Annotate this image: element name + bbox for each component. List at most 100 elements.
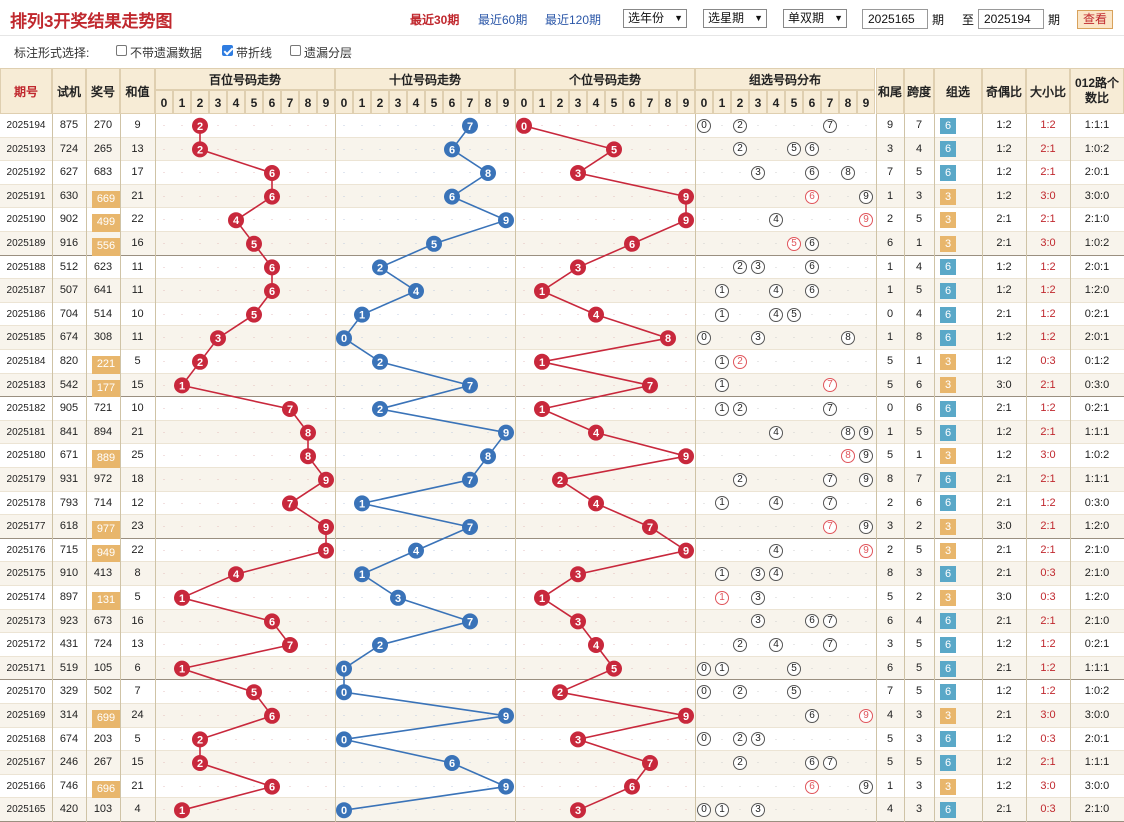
type-badge: 6: [940, 802, 956, 819]
tens-omission-cell: ·: [396, 120, 400, 130]
tens-omission-cell: ·: [504, 238, 508, 248]
tens-omission-cell: ·: [342, 521, 346, 532]
tail-header: 和尾: [876, 68, 904, 114]
group-number-ball: 4: [769, 543, 783, 558]
period-60-link[interactable]: 最近60期: [478, 13, 528, 27]
tens-omission-cell: ·: [468, 639, 472, 650]
hundreds-omission-cell: ·: [306, 733, 310, 744]
polyline-checkbox[interactable]: [222, 45, 233, 56]
tens-omission-cell: ·: [450, 592, 454, 602]
tens-omission-cell: ·: [432, 497, 436, 508]
tens-digit-header: 3: [389, 90, 407, 114]
hundreds-omission-cell: ·: [162, 662, 166, 673]
hundreds-omission-cell: ·: [216, 544, 220, 555]
bigsmall-cell: 1:2: [1040, 685, 1056, 698]
tens-omission-cell: ·: [396, 143, 400, 154]
tens-omission-cell: ·: [342, 379, 346, 390]
group-digit-header: 7: [821, 90, 839, 114]
units-omission-cell: ·: [594, 662, 598, 673]
omission-layer-checkbox[interactable]: [290, 45, 301, 56]
query-button[interactable]: 查看: [1077, 10, 1113, 29]
group-number-ball: 4: [769, 496, 783, 511]
tens-omission-cell: ·: [504, 592, 508, 602]
from-issue-input[interactable]: 2025165: [862, 9, 928, 29]
hundreds-omission-cell: ·: [234, 167, 238, 178]
group-number-ball: 1: [715, 307, 729, 322]
tens-omission-cell: ·: [432, 285, 436, 296]
units-omission-cell: ·: [684, 497, 688, 508]
tens-omission-cell: ·: [504, 639, 508, 650]
tens-omission-cell: ·: [450, 120, 454, 130]
group-omission-cell: ·: [792, 639, 796, 650]
hundreds-omission-cell: ·: [198, 285, 202, 296]
hundreds-omission-cell: ·: [324, 308, 328, 319]
tens-omission-cell: ·: [504, 285, 508, 296]
group-omission-cell: ·: [756, 450, 760, 461]
group-omission-cell: ·: [738, 615, 742, 626]
units-omission-cell: ·: [558, 214, 562, 225]
group-number-ball: 3: [751, 732, 765, 747]
issue-cell: 2025187: [6, 285, 46, 297]
group-omission-cell: ·: [738, 710, 742, 720]
group-omission-cell: ·: [810, 497, 814, 508]
route-cell: 1:2:0: [1084, 591, 1110, 603]
type-badge: 6: [940, 424, 956, 441]
hundreds-omission-cell: ·: [288, 662, 292, 673]
tens-omission-cell: ·: [396, 521, 400, 532]
group-omission-cell: ·: [720, 639, 724, 650]
hundreds-omission-cell: ·: [162, 426, 166, 437]
hundreds-omission-cell: ·: [252, 143, 256, 154]
parity-select[interactable]: 单双期: [783, 9, 847, 28]
tens-omission-cell: ·: [378, 592, 382, 602]
group-omission-cell: ·: [864, 143, 868, 154]
units-omission-cell: ·: [576, 710, 580, 720]
tens-omission-cell: ·: [486, 403, 490, 414]
year-select[interactable]: 选年份: [623, 9, 687, 28]
hundreds-omission-cell: ·: [288, 143, 292, 154]
sum-cell: 11: [131, 260, 144, 273]
group-omission-cell: ·: [738, 804, 742, 815]
period-30-link[interactable]: 最近30期: [410, 13, 460, 27]
issue-cell: 2025177: [6, 521, 46, 533]
bigsmall-cell: 0:3: [1040, 732, 1056, 745]
week-select[interactable]: 选星期: [703, 9, 767, 28]
tens-omission-cell: ·: [414, 214, 418, 225]
to-issue-input[interactable]: 2025194: [978, 9, 1044, 29]
bigsmall-cell: 0:3: [1040, 355, 1056, 367]
tens-omission-cell: ·: [450, 497, 454, 508]
tail-cell: 6: [886, 661, 894, 674]
no-omission-checkbox[interactable]: [116, 45, 127, 56]
issue-cell: 2025184: [6, 356, 46, 367]
issue-cell: 2025193: [6, 143, 46, 155]
hundreds-omission-cell: ·: [180, 403, 184, 414]
tens-omission-cell: ·: [504, 497, 508, 508]
hundreds-omission-cell: ·: [288, 757, 292, 768]
hundreds-omission-cell: ·: [198, 332, 202, 343]
tens-omission-cell: ·: [342, 403, 346, 414]
tail-cell: 5: [886, 355, 894, 367]
units-omission-cell: ·: [666, 521, 670, 532]
units-omission-cell: ·: [666, 143, 670, 154]
units-omission-cell: ·: [594, 379, 598, 390]
hundreds-omission-cell: ·: [162, 568, 166, 579]
tens-omission-cell: ·: [504, 757, 508, 768]
tens-omission-cell: ·: [414, 521, 418, 532]
issue-cell: 2025171: [6, 662, 46, 674]
hundreds-omission-cell: ·: [324, 332, 328, 343]
units-omission-cell: ·: [522, 639, 526, 650]
hundreds-omission-cell: ·: [198, 403, 202, 414]
oddeven-cell: 1:2: [996, 331, 1012, 344]
group-number-ball: 7: [823, 118, 837, 133]
hundreds-omission-cell: ·: [288, 450, 292, 461]
group-omission-cell: ·: [720, 450, 724, 461]
units-omission-cell: ·: [594, 356, 598, 366]
units-omission-cell: ·: [612, 356, 616, 366]
group-omission-cell: ·: [702, 261, 706, 272]
tens-omission-cell: ·: [432, 308, 436, 319]
units-omission-cell: ·: [630, 403, 634, 414]
units-omission-cell: ·: [684, 733, 688, 744]
period-120-link[interactable]: 最近120期: [545, 13, 602, 27]
hundreds-omission-cell: ·: [324, 238, 328, 248]
tens-omission-cell: ·: [414, 568, 418, 579]
tens-omission-cell: ·: [414, 450, 418, 461]
